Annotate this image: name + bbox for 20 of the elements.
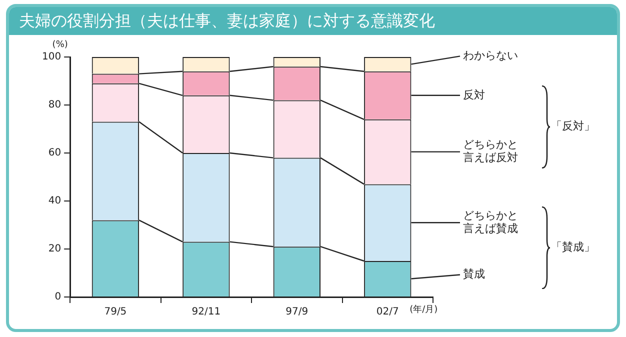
- x-tick-label: 79/5: [104, 306, 127, 318]
- x-axis-title: (年/月): [410, 304, 438, 315]
- text: わからない: [463, 49, 518, 62]
- y-tick-label: 100: [42, 52, 62, 63]
- y-tick-label: 0: [54, 292, 62, 303]
- y-axis-title: (%): [52, 40, 68, 50]
- text: どちらかと言えば反対: [463, 138, 518, 164]
- chart-title: 夫婦の役割分担（夫は仕事、妻は家庭）に対する意識変化: [9, 7, 617, 35]
- text: 反対: [463, 88, 485, 102]
- x-tick-label: 97/9: [286, 306, 308, 318]
- text: 「反対」: [551, 120, 595, 133]
- y-tick-label: 60: [48, 148, 62, 159]
- y-tick-label: 40: [48, 196, 62, 207]
- y-tick-label: 20: [48, 244, 62, 255]
- y-tick-label: 80: [48, 100, 62, 111]
- text: 「賛成」: [551, 240, 595, 254]
- x-tick-label: 92/11: [192, 306, 221, 318]
- x-tick-label: 02/7: [376, 306, 399, 318]
- text: どちらかと言えば賛成: [463, 208, 518, 235]
- text: 賛成: [463, 268, 485, 281]
